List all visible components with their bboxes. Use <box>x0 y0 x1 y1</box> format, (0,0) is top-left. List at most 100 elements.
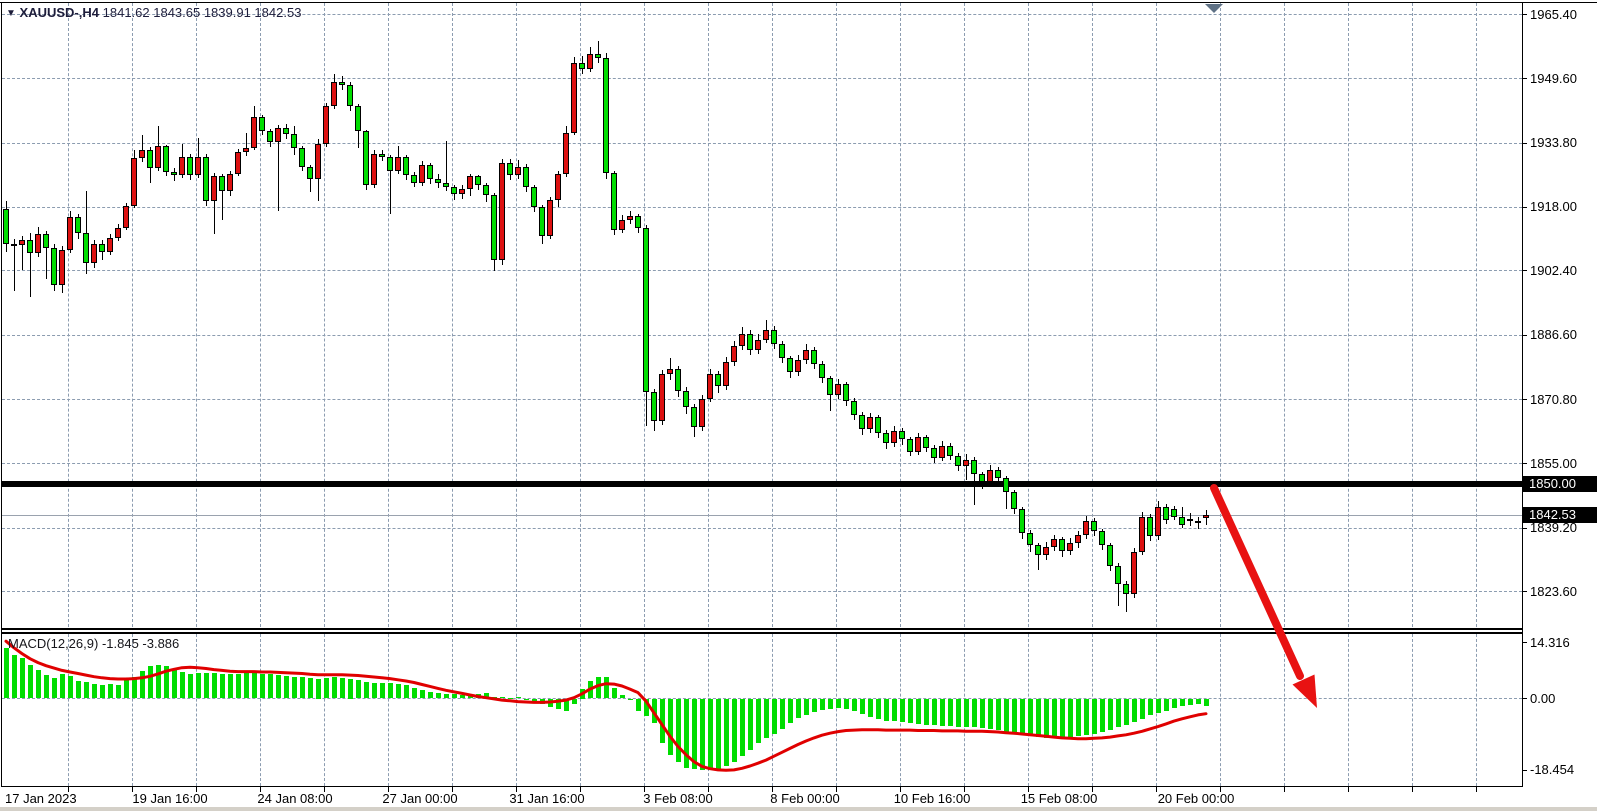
candle <box>995 469 1001 479</box>
macd-histogram-bar <box>460 694 465 699</box>
time-axis-tick <box>1476 787 1477 792</box>
macd-histogram-bar <box>492 696 497 699</box>
macd-histogram-bar <box>700 698 705 771</box>
price-axis-tick <box>1522 78 1527 80</box>
macd-histogram-bar <box>84 681 89 699</box>
price-axis[interactable]: 1965.40 1949.60 1933.80 1918.00 1902.40 1886.… <box>1522 0 1597 786</box>
candle <box>371 153 377 185</box>
candle <box>483 185 489 196</box>
candle <box>91 244 97 264</box>
candle <box>211 176 217 202</box>
candle <box>107 237 113 253</box>
candle <box>187 156 193 175</box>
candle <box>451 187 457 195</box>
macd-panel[interactable] <box>0 634 1597 786</box>
macd-histogram-bar <box>788 698 793 723</box>
current-price-badge: 1842.53 <box>1523 506 1597 523</box>
candle <box>979 474 985 483</box>
symbol-timeframe-label: XAUUSD-,H4 <box>19 5 99 20</box>
candle <box>27 239 33 254</box>
macd-histogram-bar <box>900 698 905 723</box>
price-axis-label: 1965.40 <box>1530 6 1577 22</box>
price-axis-tick <box>1522 14 1527 15</box>
macd-histogram-bar <box>932 698 937 726</box>
candle <box>387 156 393 171</box>
candle <box>347 85 353 107</box>
time-gridline <box>580 634 581 786</box>
macd-histogram-bar <box>1188 698 1193 705</box>
time-gridline <box>324 3 325 627</box>
macd-histogram-bar <box>1060 698 1065 738</box>
price-axis-label: 1823.60 <box>1530 583 1577 599</box>
candle <box>715 374 721 387</box>
time-gridline <box>772 3 773 627</box>
macd-axis-label: 0.00 <box>1530 690 1556 706</box>
candle <box>195 156 201 175</box>
time-axis-tick <box>1028 787 1029 792</box>
macd-histogram-bar <box>60 673 65 699</box>
candle <box>555 174 561 200</box>
macd-axis-label: -18.454 <box>1530 762 1575 778</box>
time-axis-tick <box>772 787 773 792</box>
time-gridline <box>452 634 453 786</box>
time-axis-label: 31 Jan 16:00 <box>509 791 585 806</box>
macd-histogram-bar <box>548 698 553 708</box>
macd-histogram-bar <box>572 698 577 705</box>
macd-histogram-bar <box>228 673 233 699</box>
macd-histogram-bar <box>164 666 169 699</box>
macd-histogram-bar <box>36 670 41 699</box>
time-gridline <box>260 634 261 786</box>
macd-histogram-bar <box>972 698 977 728</box>
time-axis-tick <box>516 787 517 792</box>
time-axis-tick <box>132 787 133 792</box>
chart-shift-marker-icon[interactable] <box>1205 4 1223 13</box>
candle <box>67 216 73 250</box>
candle <box>19 239 25 245</box>
macd-histogram-bar <box>716 698 721 769</box>
price-gridline <box>2 399 1522 401</box>
candle <box>243 147 249 153</box>
candle <box>1083 520 1089 536</box>
macd-axis-tick <box>1522 769 1527 771</box>
time-axis-tick <box>196 787 197 792</box>
candle <box>1059 539 1065 552</box>
candle <box>563 132 569 175</box>
macd-histogram-bar <box>124 679 129 699</box>
macd-histogram-bar <box>532 698 537 702</box>
macd-histogram-bar <box>300 677 305 699</box>
candle-wick <box>246 133 247 157</box>
macd-histogram-bar <box>420 690 425 699</box>
candle <box>1203 514 1209 519</box>
macd-histogram-bar <box>12 655 17 699</box>
candle <box>627 216 633 220</box>
support-line-1850[interactable] <box>2 481 1522 487</box>
macd-histogram-bar <box>612 688 617 699</box>
candle-wick <box>598 41 599 63</box>
candle <box>115 227 121 238</box>
macd-histogram-bar <box>412 688 417 699</box>
candle <box>35 234 41 254</box>
macd-histogram-bar <box>1124 698 1129 725</box>
candle <box>1051 539 1057 548</box>
candle <box>1131 551 1137 595</box>
macd-panel-top-border <box>1 632 1522 634</box>
time-axis-tick <box>708 787 709 792</box>
macd-histogram-bar <box>924 698 929 725</box>
macd-axis-label: 14.316 <box>1530 634 1570 650</box>
candle <box>395 156 401 171</box>
macd-histogram-bar <box>596 677 601 699</box>
time-gridline <box>132 3 133 627</box>
candle <box>291 134 297 149</box>
candle <box>635 216 641 228</box>
symbol-marker-icon: ▼ <box>6 8 16 19</box>
candle <box>547 199 553 236</box>
candle <box>915 437 921 452</box>
macd-histogram-bar <box>476 694 481 699</box>
candle-wick <box>974 457 975 505</box>
time-axis[interactable]: 17 Jan 2023 19 Jan 16:00 24 Jan 08:00 27 Ja… <box>0 787 1597 807</box>
time-gridline <box>196 634 197 786</box>
macd-histogram-bar <box>1172 698 1177 708</box>
price-chart-panel[interactable] <box>0 0 1597 628</box>
candle <box>43 234 49 249</box>
macd-histogram-bar <box>500 697 505 699</box>
